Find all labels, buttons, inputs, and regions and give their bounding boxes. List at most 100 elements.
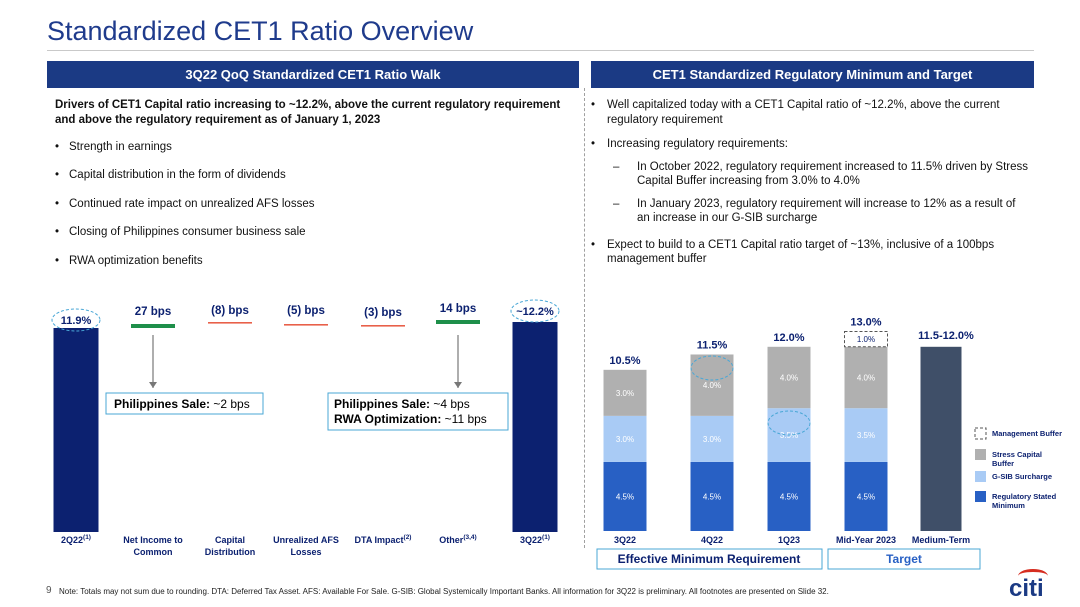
callout-value: ~2 bps [210,397,250,411]
category-label: Capital [215,535,245,545]
left-bullet: Strength in earnings [55,141,575,169]
delta-value-label: (5) bps [287,305,325,317]
segment-value-label: 4.0% [703,381,721,390]
category-label: Mid-Year 2023 [836,535,896,545]
legend-label: Management Buffer [992,429,1062,438]
citi-logo-arc-icon [1018,569,1048,583]
right-bullet: Increasing regulatory requirements: [591,137,1031,152]
total-value-label: 10.5% [609,355,640,367]
group-label: Effective Minimum Requirement [618,552,801,566]
left-bullet: Continued rate impact on unrealized AFS … [55,198,575,226]
right-sub-bullet: In January 2023, regulatory requirement … [591,197,1031,226]
callout-bold-label: RWA Optimization: [334,412,441,426]
segment-value-label: 4.5% [857,492,875,501]
left-bullet: Capital distribution in the form of divi… [55,169,575,197]
left-lead-text: Drivers of CET1 Capital ratio increasing… [55,99,561,126]
footnote-superscript: (1) [83,534,91,541]
left-bullet: RWA optimization benefits [55,255,575,283]
value-highlight-oval [767,410,811,436]
segment-value-label: 3.0% [616,435,634,444]
title-divider [47,50,1034,51]
delta-value-label: 27 bps [135,306,171,318]
category-label: Net Income to [123,535,183,545]
footnote-superscript: (2) [404,534,412,541]
callout-bold-label: Philippines Sale: [334,397,430,411]
left-bullet-list: Strength in earnings Capital distributio… [55,141,575,283]
segment-value-label: 4.5% [780,492,798,501]
total-bar [53,328,99,532]
value-highlight-oval [690,355,734,381]
callout-value: ~11 bps [441,412,486,426]
left-bullet: Closing of Philippines consumer business… [55,226,575,254]
segment-value-label: 3.0% [703,435,721,444]
segment-value-label: 4.5% [703,492,721,501]
category-label: Unrealized AFS [273,535,339,545]
legend-label: Buffer [992,459,1014,468]
total-bar [512,322,558,532]
category-label: Common [134,547,173,557]
legend-swatch [975,449,986,460]
legend-swatch [974,427,987,440]
medium-term-bar [920,346,962,531]
regulatory-minimum-segment [767,461,811,531]
gsib-surcharge-segment [844,408,888,462]
legend-label: Stress Capital [992,450,1042,459]
regulatory-minimum-segment [603,461,647,531]
callout-bold-label: Philippines Sale: [114,397,210,411]
total-value-label: 13.0% [850,316,881,328]
panel-divider [584,88,585,548]
category-label: Medium-Term [912,535,970,545]
callout-box [327,392,509,431]
legend-label: Regulatory Stated [992,492,1057,501]
total-value-label: 11.9% [61,315,92,327]
right-panel-header: CET1 Standardized Regulatory Minimum and… [591,61,1034,88]
delta-value-label: 14 bps [440,303,476,315]
gsib-surcharge-segment [690,415,734,462]
callout-text: Philippines Sale: ~2 bps [114,397,250,411]
category-label: Distribution [205,547,256,557]
total-value-label: ~12.2% [516,306,554,318]
value-highlight-oval [51,308,101,332]
total-value-label: 11.5% [697,339,728,351]
callout-text: Philippines Sale: ~4 bps [334,397,470,411]
right-text-block: Well capitalized today with a CET1 Capit… [591,98,1031,267]
footnote: Note: Totals may not sum due to rounding… [59,587,829,596]
segment-value-label: 4.0% [857,374,875,383]
legend-swatch [975,471,986,482]
category-label: 3Q22(1) [520,534,550,545]
group-box-effective-minimum [596,548,823,570]
footnote-superscript: (1) [542,534,550,541]
segment-value-label: 4.5% [616,492,634,501]
callout-box [105,392,264,415]
stress-capital-buffer-segment [603,369,647,416]
value-highlight-oval [510,299,560,323]
right-bullet: Expect to build to a CET1 Capital ratio … [591,238,1031,267]
regulatory-minimum-segment [690,461,734,531]
right-bullet: Well capitalized today with a CET1 Capit… [591,98,1031,127]
category-label: DTA Impact(2) [355,534,412,545]
category-label: Losses [290,547,321,557]
callout-value: ~4 bps [430,397,470,411]
delta-value-label: (8) bps [211,305,249,317]
delta-value-label: (3) bps [364,307,402,319]
category-label: 4Q22 [701,535,723,545]
decrease-marker [361,325,405,327]
page-title: Standardized CET1 Ratio Overview [47,16,474,46]
segment-value-label: 1.0% [857,335,875,344]
gsib-surcharge-segment [603,415,647,462]
right-sub-bullet: In October 2022, regulatory requirement … [591,160,1031,189]
cet1-requirement-stacked-chart: 4.5% 3.0% 3.0% 10.5% 4.5% 3.0% 4.0% 11.5% 4.5% 3.… [596,316,1062,570]
citi-logo: citi [1009,575,1044,602]
decrease-marker [284,324,328,326]
segment-value-label: 4.0% [780,374,798,383]
legend-swatch [975,491,986,502]
management-buffer-segment [844,330,888,348]
group-box-target [827,548,981,570]
category-label: 3Q22 [614,535,636,545]
increase-marker [436,320,480,324]
cet1-walk-waterfall-chart: 11.9% ~12.2% 27 bps (8) bps (5) bps (3) bps 14… [51,299,560,557]
decrease-marker [208,322,252,324]
page-number: 9 [46,585,52,596]
increase-marker [131,324,175,328]
legend-label: G-SIB Surcharge [992,472,1052,481]
